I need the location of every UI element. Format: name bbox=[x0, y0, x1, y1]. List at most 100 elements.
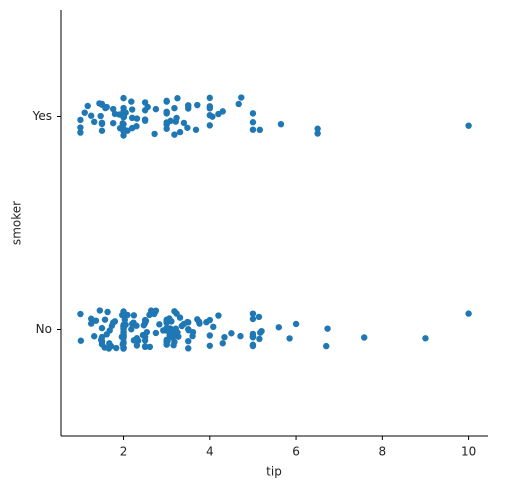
point bbox=[210, 323, 217, 331]
point bbox=[77, 129, 84, 136]
point bbox=[152, 329, 160, 337]
point bbox=[170, 342, 177, 349]
point bbox=[206, 122, 214, 129]
point bbox=[128, 106, 136, 113]
point bbox=[171, 308, 178, 315]
point bbox=[169, 334, 176, 341]
point bbox=[206, 112, 214, 119]
x-tick-label: 10 bbox=[461, 445, 476, 459]
point bbox=[98, 324, 106, 332]
point bbox=[192, 126, 200, 133]
point bbox=[101, 316, 109, 323]
point bbox=[130, 337, 138, 344]
y-tick-label: No bbox=[36, 322, 52, 336]
point bbox=[465, 122, 472, 129]
point bbox=[171, 104, 178, 112]
point bbox=[156, 321, 163, 328]
point bbox=[133, 115, 141, 122]
point bbox=[314, 125, 321, 132]
point bbox=[314, 130, 321, 137]
point bbox=[96, 307, 104, 314]
point bbox=[141, 99, 149, 106]
point bbox=[171, 131, 178, 138]
point bbox=[194, 101, 201, 109]
point bbox=[163, 97, 170, 105]
point bbox=[120, 312, 127, 319]
point bbox=[189, 332, 196, 340]
point bbox=[163, 125, 170, 132]
point bbox=[163, 336, 170, 344]
point bbox=[113, 344, 120, 352]
point bbox=[77, 337, 85, 344]
point bbox=[151, 130, 158, 138]
point bbox=[142, 317, 150, 324]
point bbox=[206, 105, 214, 112]
point bbox=[163, 318, 170, 326]
point bbox=[146, 343, 154, 351]
point bbox=[237, 332, 244, 340]
point bbox=[422, 335, 429, 342]
point bbox=[180, 119, 188, 127]
point bbox=[98, 341, 106, 348]
point bbox=[152, 308, 159, 315]
point bbox=[108, 322, 116, 329]
point bbox=[185, 345, 192, 352]
point bbox=[235, 100, 242, 108]
point bbox=[174, 95, 181, 102]
point bbox=[122, 109, 129, 116]
point bbox=[133, 342, 141, 349]
point bbox=[206, 316, 214, 324]
point bbox=[97, 112, 104, 120]
point bbox=[141, 117, 149, 124]
point bbox=[292, 320, 300, 328]
point bbox=[221, 333, 228, 341]
point bbox=[143, 328, 151, 336]
point bbox=[249, 126, 257, 133]
point bbox=[361, 334, 368, 341]
point bbox=[166, 325, 174, 332]
point bbox=[256, 126, 264, 134]
point bbox=[173, 114, 180, 122]
point bbox=[185, 337, 192, 345]
point bbox=[163, 341, 170, 348]
x-axis-label: tip bbox=[266, 465, 282, 479]
point bbox=[255, 313, 263, 321]
point bbox=[249, 341, 257, 348]
point bbox=[228, 330, 235, 337]
point bbox=[174, 329, 181, 336]
point bbox=[185, 105, 192, 112]
point bbox=[163, 109, 170, 116]
point bbox=[102, 104, 109, 112]
point bbox=[133, 322, 140, 329]
point bbox=[185, 326, 192, 334]
point bbox=[324, 325, 331, 332]
point bbox=[215, 110, 222, 118]
y-axis-label: smoker bbox=[10, 201, 24, 245]
point bbox=[215, 312, 222, 319]
point bbox=[206, 94, 214, 102]
point bbox=[130, 312, 138, 319]
y-tick-label: Yes bbox=[32, 109, 52, 123]
point bbox=[141, 343, 149, 350]
point bbox=[128, 124, 136, 132]
point bbox=[120, 338, 127, 346]
point bbox=[77, 116, 84, 124]
point bbox=[120, 344, 127, 351]
point bbox=[92, 317, 100, 324]
point bbox=[206, 342, 214, 349]
point bbox=[176, 128, 184, 136]
point bbox=[219, 340, 226, 347]
point bbox=[249, 330, 257, 338]
point bbox=[103, 331, 110, 338]
point bbox=[323, 342, 330, 350]
point bbox=[249, 310, 257, 317]
point bbox=[128, 326, 135, 333]
point bbox=[256, 335, 263, 343]
point bbox=[84, 102, 91, 110]
point bbox=[106, 340, 113, 347]
point bbox=[81, 109, 88, 116]
point bbox=[152, 105, 160, 113]
point bbox=[206, 332, 214, 339]
